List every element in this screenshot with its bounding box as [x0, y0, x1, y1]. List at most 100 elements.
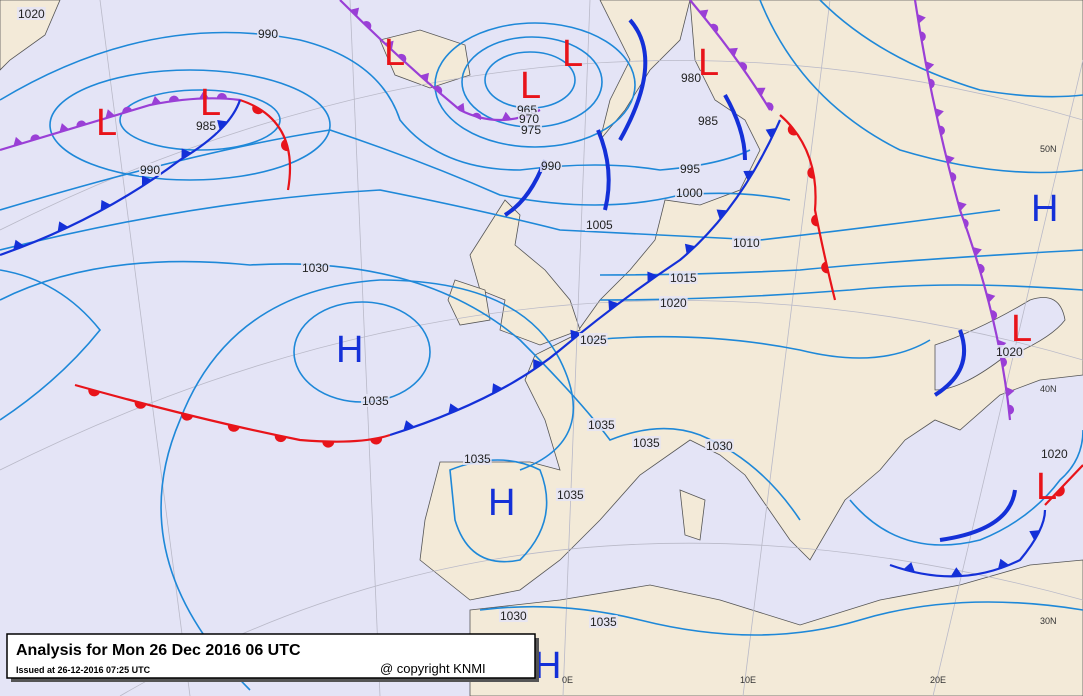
cold-symbol [716, 209, 728, 220]
occluded-symbol [986, 293, 996, 303]
front-symbol [608, 299, 619, 311]
isobar-label-bg [301, 261, 330, 274]
occluded-symbol [728, 47, 738, 57]
isobar-label: 1035 [362, 394, 389, 408]
parallel [0, 60, 1083, 231]
iceland [379, 29, 471, 89]
warm-symbol [181, 413, 193, 421]
isobar [49, 69, 331, 181]
isobar-label-bg [680, 71, 703, 84]
warm-symbol [322, 441, 335, 448]
isobar [160, 279, 575, 691]
front-symbol [88, 388, 101, 397]
trough [933, 329, 967, 397]
isobar-label: 985 [196, 119, 216, 133]
front-symbol [491, 383, 503, 395]
isobar-label: 1020 [1041, 447, 1068, 461]
occluded-symbol [349, 7, 360, 17]
front-symbol [13, 134, 41, 146]
britain [469, 199, 581, 346]
front-symbol [570, 329, 581, 341]
occluded-symbol [938, 125, 945, 136]
isobar-label-bg [669, 271, 698, 284]
front-symbol [917, 13, 926, 42]
front-symbol [986, 293, 998, 321]
front-symbol [765, 128, 777, 139]
isobar-label-bg [679, 162, 702, 175]
warm-symbol [281, 139, 289, 152]
graticule-label: 10E [740, 675, 756, 685]
front-symbol [807, 166, 815, 179]
occluded-symbol [59, 123, 69, 133]
meridian [562, 0, 591, 696]
front-symbol [134, 401, 147, 409]
caption-title: Analysis for Mon 26 Dec 2016 06 UTC [16, 642, 301, 659]
front-symbol [141, 175, 152, 187]
occluded-symbol [990, 310, 998, 321]
trough [618, 18, 648, 141]
occluded-symbol [945, 154, 955, 165]
isobar-label: 1000 [676, 186, 703, 200]
front-symbol [370, 437, 383, 445]
isobar-label-bg [361, 394, 390, 407]
isobar-label-bg [705, 439, 734, 452]
front-symbol [821, 261, 829, 274]
front-symbol [647, 271, 658, 283]
isobar-label: 1035 [590, 615, 617, 629]
cold-symbol [684, 243, 696, 255]
occluded-symbol [216, 93, 227, 99]
front-symbol [1005, 386, 1015, 415]
occluded-symbol [455, 102, 465, 113]
occluded-symbol [198, 90, 209, 99]
graticule-label: 0E [562, 675, 573, 685]
occluded-symbol [962, 218, 969, 229]
occluded-symbol [433, 85, 443, 95]
isobar-label-bg [556, 488, 585, 501]
isobar-label: 1025 [580, 333, 607, 347]
isobar-label-bg [1040, 447, 1069, 460]
pressure-center: L [1011, 308, 1032, 350]
caption: Analysis for Mon 26 Dec 2016 06 UTC Issu… [6, 633, 539, 682]
occluded-symbol [1001, 357, 1008, 368]
front-symbol [684, 243, 696, 255]
cold-symbol [181, 148, 192, 160]
occluded-symbol [397, 53, 407, 63]
warm-symbol [227, 424, 240, 432]
africa [469, 559, 1083, 696]
pressure-center: L [520, 65, 541, 107]
warm-symbol [370, 437, 383, 445]
isobar-label: 995 [680, 162, 700, 176]
front-symbol [281, 139, 289, 152]
occluded-symbol [13, 136, 23, 146]
front-symbol [384, 40, 407, 63]
cold-symbol [647, 271, 658, 283]
occluded-symbol [76, 120, 87, 128]
warm-symbol [134, 401, 147, 409]
front-symbol [1029, 530, 1041, 541]
front-symbol [217, 119, 228, 131]
front-symbol [57, 221, 69, 233]
isobar-label-bg [579, 333, 608, 346]
isobar-label: 970 [519, 112, 539, 126]
warm-symbol [821, 261, 829, 274]
warm-front [239, 98, 292, 191]
cold-symbol [403, 420, 415, 431]
isobar-label: 1010 [733, 236, 760, 250]
isobar-label: 1020 [18, 7, 45, 21]
front-symbol [787, 124, 798, 136]
isobar [0, 31, 751, 171]
front-symbol [811, 214, 819, 227]
cold-symbol [141, 175, 152, 187]
isobar-label-bg [257, 27, 280, 40]
occluded-symbol [934, 108, 944, 118]
pressure-center: L [562, 33, 583, 75]
isobar-label-bg [732, 236, 761, 249]
occluded-symbol [501, 111, 512, 121]
occluded-symbol [920, 31, 926, 42]
front-symbol [533, 359, 544, 370]
pressure-center: L [1036, 466, 1057, 508]
cold-front [389, 119, 782, 437]
front-symbol [105, 106, 133, 119]
europe [419, 0, 1083, 601]
